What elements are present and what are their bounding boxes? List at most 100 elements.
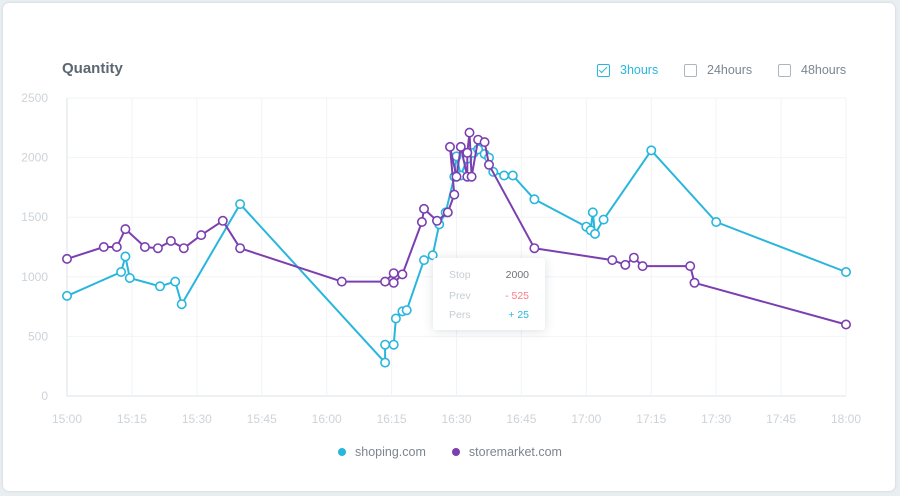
x-tick-label: 17:30 xyxy=(701,412,731,426)
series-0 xyxy=(61,144,851,368)
data-point[interactable] xyxy=(507,170,518,181)
range-label: 24hours xyxy=(707,63,753,77)
legend-label: storemarket.com xyxy=(468,445,562,459)
data-point[interactable] xyxy=(170,276,181,287)
data-point[interactable] xyxy=(589,228,600,239)
tooltip-row: Stop 2000 xyxy=(449,269,529,281)
data-point[interactable] xyxy=(155,281,166,292)
data-point[interactable] xyxy=(442,207,453,218)
data-point[interactable] xyxy=(111,242,122,253)
chart-title: Quantity xyxy=(62,60,123,77)
range-24hours-checkbox[interactable]: 24hours xyxy=(684,63,752,77)
data-point[interactable] xyxy=(165,236,176,247)
data-point[interactable] xyxy=(380,357,391,368)
data-point[interactable] xyxy=(840,319,851,330)
data-point[interactable] xyxy=(418,203,429,214)
checkbox-icon[interactable] xyxy=(597,63,610,77)
data-point[interactable] xyxy=(464,127,475,138)
tooltip-value: + 25 xyxy=(508,309,529,321)
x-axis: 15:00 15:15 15:30 15:45 16:00 16:15 16:30 16:45… xyxy=(52,412,861,426)
data-point[interactable] xyxy=(139,242,150,253)
data-point[interactable] xyxy=(397,269,408,280)
data-point[interactable] xyxy=(217,215,228,226)
data-point[interactable] xyxy=(98,242,109,253)
data-point[interactable] xyxy=(152,243,163,254)
x-tick-label: 16:00 xyxy=(312,412,342,426)
data-point[interactable] xyxy=(529,243,540,254)
data-point[interactable] xyxy=(711,217,722,228)
data-point[interactable] xyxy=(120,251,131,262)
legend-dot-icon xyxy=(338,448,347,456)
data-point[interactable] xyxy=(479,137,490,148)
data-point[interactable] xyxy=(401,305,412,316)
x-tick-label: 16:30 xyxy=(441,412,471,426)
data-point[interactable] xyxy=(388,277,399,288)
data-point[interactable] xyxy=(689,277,700,288)
legend-item-storemarket[interactable]: storemarket.com xyxy=(451,445,562,459)
data-point[interactable] xyxy=(628,252,639,263)
data-point[interactable] xyxy=(685,261,696,272)
legend-item-shoping[interactable]: shoping.com xyxy=(338,445,426,459)
data-point[interactable] xyxy=(451,171,462,182)
hover-tooltip: Stop 2000 Prev - 525 Pers + 25 xyxy=(433,258,545,330)
range-3hours-checkbox[interactable]: 3hours xyxy=(597,63,658,77)
data-point[interactable] xyxy=(336,276,347,287)
data-point[interactable] xyxy=(380,276,391,287)
data-point[interactable] xyxy=(235,199,246,210)
data-point[interactable] xyxy=(178,243,189,254)
tooltip-key: Pers xyxy=(449,309,471,321)
y-tick-label: 2500 xyxy=(21,91,48,105)
data-point[interactable] xyxy=(61,290,72,301)
y-tick-label: 1500 xyxy=(21,210,48,224)
x-tick-label: 15:30 xyxy=(182,412,212,426)
tooltip-value: - 525 xyxy=(505,290,529,302)
x-tick-label: 15:15 xyxy=(117,412,147,426)
x-tick-label: 16:45 xyxy=(506,412,536,426)
range-48hours-checkbox[interactable]: 48hours xyxy=(778,63,846,77)
series-1 xyxy=(61,127,851,330)
data-point[interactable] xyxy=(607,255,618,266)
series-layer xyxy=(61,127,851,368)
data-point[interactable] xyxy=(462,147,473,158)
chart-legend: shoping.com storemarket.com xyxy=(0,445,900,459)
data-point[interactable] xyxy=(455,141,466,152)
x-tick-label: 17:45 xyxy=(766,412,796,426)
data-point[interactable] xyxy=(116,266,127,277)
checkbox-icon[interactable] xyxy=(778,63,791,77)
data-point[interactable] xyxy=(418,255,429,266)
data-point[interactable] xyxy=(388,268,399,279)
data-point[interactable] xyxy=(444,141,455,152)
y-tick-label: 0 xyxy=(41,389,48,403)
checkbox-icon[interactable] xyxy=(684,63,697,77)
data-point[interactable] xyxy=(124,272,135,283)
data-point[interactable] xyxy=(388,339,399,350)
x-tick-label: 17:00 xyxy=(571,412,601,426)
data-point[interactable] xyxy=(620,259,631,270)
data-point[interactable] xyxy=(483,159,494,170)
data-point[interactable] xyxy=(380,339,391,350)
data-point[interactable] xyxy=(427,250,438,261)
data-point[interactable] xyxy=(235,243,246,254)
data-point[interactable] xyxy=(120,224,131,235)
data-point[interactable] xyxy=(431,215,442,226)
data-point[interactable] xyxy=(587,207,598,218)
data-point[interactable] xyxy=(196,230,207,241)
data-point[interactable] xyxy=(646,145,657,156)
data-point[interactable] xyxy=(390,313,401,324)
data-point[interactable] xyxy=(840,266,851,277)
y-tick-label: 2000 xyxy=(21,151,48,165)
data-point[interactable] xyxy=(529,194,540,205)
legend-dot-icon xyxy=(451,448,460,456)
data-point[interactable] xyxy=(499,170,510,181)
tooltip-value: 2000 xyxy=(505,269,529,281)
range-label: 48hours xyxy=(801,63,847,77)
y-tick-label: 500 xyxy=(28,329,48,343)
data-point[interactable] xyxy=(637,261,648,272)
data-point[interactable] xyxy=(61,253,72,264)
data-point[interactable] xyxy=(176,299,187,310)
data-point[interactable] xyxy=(598,214,609,225)
data-point[interactable] xyxy=(416,217,427,228)
data-point[interactable] xyxy=(466,171,477,182)
data-point[interactable] xyxy=(449,189,460,200)
